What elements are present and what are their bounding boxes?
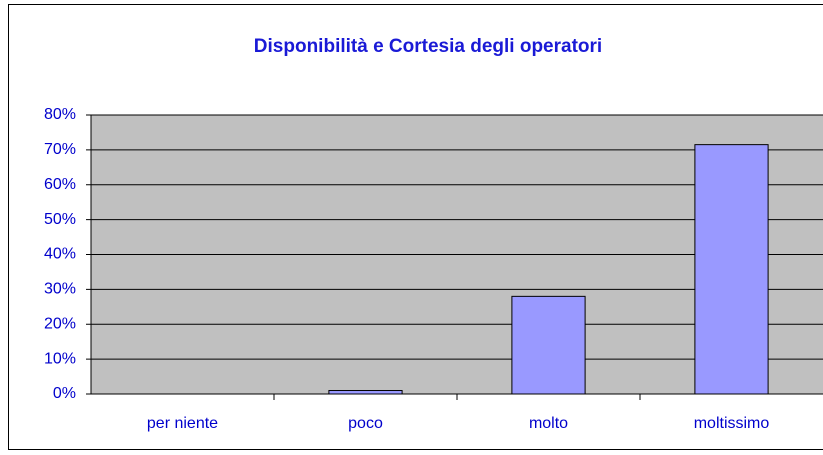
y-tick-label: 10% [44,350,76,367]
y-tick-label: 70% [44,141,76,158]
y-tick-label: 50% [44,211,76,228]
x-tick-label: moltissimo [694,415,770,432]
x-tick-label: per niente [147,415,218,432]
x-tick-label: molto [529,415,568,432]
y-tick-label: 40% [44,246,76,263]
bar [328,390,403,395]
y-tick-label: 60% [44,176,76,193]
x-tick-label: poco [348,415,383,432]
bar [511,295,586,395]
bar [694,144,769,395]
y-tick-label: 80% [44,106,76,123]
chart-title: Disponibilità e Cortesia degli operatori [254,36,602,57]
y-tick-label: 30% [44,281,76,298]
y-tick-label: 0% [53,385,76,402]
y-tick-label: 20% [44,315,76,332]
